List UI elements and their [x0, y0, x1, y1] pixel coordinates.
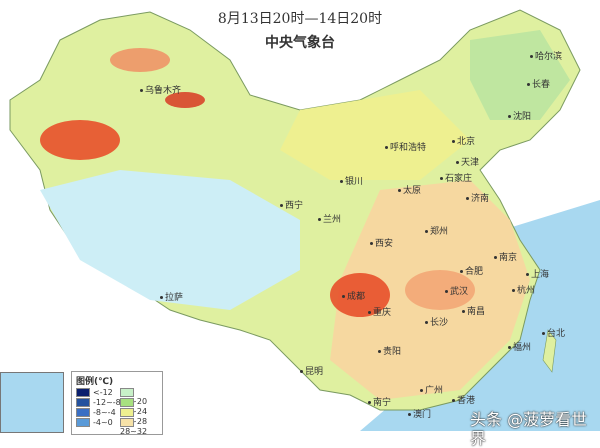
city-label: 北京: [452, 137, 475, 148]
hot-spot-tarim: [40, 120, 120, 160]
city-label: 台北: [542, 329, 565, 340]
city-label: 银川: [340, 177, 363, 188]
legend-item: -8~-4: [76, 408, 116, 417]
city-label: 长春: [527, 80, 550, 91]
map-issuer: 中央气象台: [265, 35, 335, 51]
city-label: 香港: [452, 396, 475, 407]
city-label: 贵阳: [378, 347, 401, 358]
legend-swatch: [76, 388, 90, 397]
map-time-range: 8月13日20时—14日20时: [217, 11, 383, 27]
legend-swatch: [120, 398, 134, 407]
watermark: 头条 @菠萝看世界: [470, 410, 588, 448]
city-label: 乌鲁木齐: [140, 86, 181, 97]
legend-swatch: [120, 388, 134, 397]
legend-item: 20~24: [120, 398, 162, 416]
city-label: 南昌: [462, 307, 485, 318]
legend-item: <-12: [76, 388, 113, 397]
legend-swatch: [120, 418, 134, 427]
city-label: 成都: [342, 292, 365, 303]
legend-item: 24~28: [120, 408, 162, 426]
legend: 图例(℃) <-12 -12~-8 -8~-4 -4~0 16~20 20~24…: [71, 371, 163, 436]
city-label: 重庆: [368, 308, 391, 319]
region-north-mild: [280, 90, 470, 180]
city-label: 上海: [526, 270, 549, 281]
city-label: 拉萨: [160, 293, 183, 304]
hot-spot-junggar: [110, 48, 170, 72]
city-label: 合肥: [460, 267, 483, 278]
hot-spot-hubei: [405, 270, 475, 310]
city-label: 杭州: [512, 286, 535, 297]
city-label: 西安: [370, 239, 393, 250]
city-label: 澳门: [408, 410, 431, 421]
city-label: 福州: [508, 343, 531, 354]
legend-item: -12~-8: [76, 398, 121, 407]
city-label: 广州: [420, 386, 443, 397]
legend-swatch: [120, 408, 134, 417]
city-label: 哈尔滨: [530, 52, 562, 63]
city-label: 太原: [398, 186, 421, 197]
city-label: 武汉: [445, 287, 468, 298]
legend-swatch: [76, 398, 90, 407]
region-plateau-cold: [40, 170, 300, 310]
legend-swatch: [76, 408, 90, 417]
legend-swatch: [76, 418, 90, 427]
city-label: 沈阳: [508, 112, 531, 123]
city-label: 石家庄: [440, 174, 472, 185]
legend-title: 图例(℃): [76, 377, 114, 387]
city-label: 呼和浩特: [385, 143, 426, 154]
city-label: 昆明: [300, 367, 323, 378]
city-label: 南宁: [368, 398, 391, 409]
city-label: 长沙: [425, 318, 448, 329]
city-label: 南京: [494, 253, 517, 264]
south-china-sea-inset: [0, 372, 64, 433]
legend-item: -4~0: [76, 418, 113, 427]
legend-item: 16~20: [120, 388, 162, 406]
city-label: 兰州: [318, 215, 341, 226]
city-label: 郑州: [425, 227, 448, 238]
city-label: 济南: [466, 194, 489, 205]
legend-item: 28~32: [120, 418, 162, 436]
city-label: 天津: [456, 158, 479, 169]
city-label: 西宁: [280, 201, 303, 212]
